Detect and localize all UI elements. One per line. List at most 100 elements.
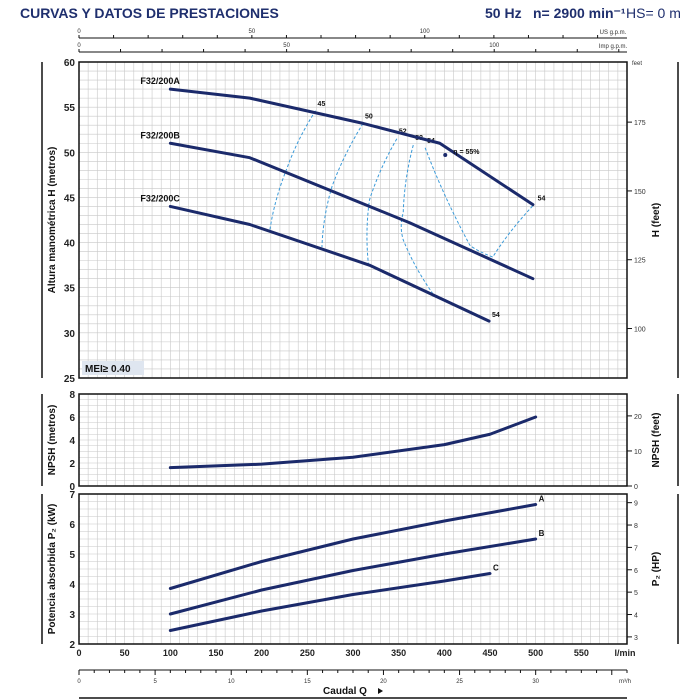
y-tick-label: 25: [64, 374, 76, 385]
curve-f32-200c: [168, 204, 491, 323]
plot-frame: [78, 493, 628, 645]
y-axis-title-right: H (feet): [651, 203, 662, 237]
y-tick-label: 50: [64, 148, 76, 159]
right-tick-label: 7: [634, 545, 638, 552]
y-axis-title: NPSH (metros): [47, 405, 58, 476]
gpm-tick-label: 100: [489, 43, 500, 49]
page-title: CURVAS Y DATOS DE PRESTACIONES: [20, 5, 279, 21]
curve-npsh: [168, 415, 538, 470]
right-tick-label: 20: [634, 414, 642, 421]
right-tick-label: 5: [634, 590, 638, 597]
gpm-tick-label: 100: [420, 29, 431, 35]
curve-label: F32/200B: [140, 130, 180, 140]
plot-frame: [78, 393, 628, 487]
x-tick-label: 400: [437, 648, 452, 658]
right-tick-label: 3: [634, 635, 638, 642]
x-tick-label: 250: [300, 648, 315, 658]
x-tick-label: 50: [120, 648, 130, 658]
right-tick-label: 6: [634, 568, 638, 575]
right-tick-label: 4: [634, 613, 638, 620]
x-tick-label: 200: [254, 648, 269, 658]
efficiency-line: [366, 138, 398, 266]
y-tick-label: 6: [69, 413, 75, 424]
y-axis-title-right: NPSH (feet): [651, 412, 662, 467]
m3h-tick-label: 15: [304, 679, 311, 685]
curve-b: [168, 537, 538, 616]
right-tick-label: 9: [634, 501, 638, 508]
y-tick-label: 3: [69, 610, 75, 621]
gpm-tick-label: 0: [77, 29, 81, 35]
arrow-right-icon: [378, 688, 383, 694]
efficiency-label: 50: [365, 113, 373, 120]
best-efficiency-label: η = 55%: [453, 149, 480, 156]
y-tick-label: 8: [69, 390, 75, 401]
gpm-unit-label: US g.p.m.: [600, 30, 627, 36]
x-tick-label: 550: [574, 648, 589, 658]
gpm-tick-label: 0: [77, 43, 81, 49]
y-tick-label: 45: [64, 193, 76, 204]
y-tick-label: 30: [64, 329, 76, 340]
x-tick-label: 300: [345, 648, 360, 658]
efficiency-end-label: 54: [538, 196, 546, 203]
m3h-unit-label: m³/h: [619, 679, 631, 685]
frequency-label: 50 Hz: [485, 5, 522, 21]
speed-label: n= 2900 min⁻¹: [533, 5, 626, 21]
right-tick-label: 10: [634, 449, 642, 456]
x-tick-label: 350: [391, 648, 406, 658]
mei-badge-bg: [82, 361, 144, 375]
m3h-tick-label: 5: [153, 679, 157, 685]
y-tick-label: 4: [69, 436, 75, 447]
y-tick-label: 5: [69, 550, 75, 561]
y-axis-title: Potencia absorbida P₂ (kW): [47, 504, 58, 635]
hs-label: HS= 0 m: [626, 5, 681, 21]
y-axis-title-right: P₂ (HP): [651, 552, 662, 586]
efficiency-label: 45: [318, 101, 326, 108]
curve-c: [168, 572, 492, 632]
m3h-tick-label: 0: [77, 679, 81, 685]
gpm-tick-label: 50: [283, 43, 290, 49]
x-tick-label: 450: [482, 648, 497, 658]
y-tick-label: 2: [69, 459, 75, 470]
m3h-tick-label: 25: [456, 679, 463, 685]
m3h-tick-label: 20: [380, 679, 387, 685]
y-tick-label: 7: [69, 490, 75, 501]
y-tick-label: 4: [69, 580, 75, 591]
m3h-tick-label: 30: [532, 679, 539, 685]
best-efficiency-point: [443, 152, 448, 157]
right-tick-label: 100: [634, 327, 646, 334]
curve-f32-200a: [168, 87, 535, 207]
x-tick-label: 0: [76, 648, 81, 658]
y-tick-label: 60: [64, 58, 76, 69]
m3h-tick-label: 10: [228, 679, 235, 685]
curve-label: F32/200A: [140, 76, 180, 86]
efficiency-line: [269, 110, 316, 231]
efficiency-line: [424, 147, 535, 258]
feet-unit-label: feet: [632, 61, 642, 67]
x-tick-label: 150: [208, 648, 223, 658]
curve-label: B: [539, 529, 545, 538]
y-axis-title: Altura manométrica H (metros): [47, 147, 58, 294]
curve-label: C: [493, 564, 499, 573]
right-tick-label: 175: [634, 120, 646, 127]
efficiency-line: [321, 123, 364, 248]
right-tick-label: 150: [634, 189, 646, 196]
right-tick-label: 8: [634, 523, 638, 530]
curve-label: A: [539, 495, 545, 504]
plot-frame: [78, 61, 628, 379]
x-tick-label: 500: [528, 648, 543, 658]
x-unit-label: l/min: [614, 648, 635, 658]
efficiency-end-label: 54: [492, 312, 500, 319]
y-tick-label: 40: [64, 239, 76, 250]
y-tick-label: 6: [69, 520, 75, 531]
right-tick-label: 0: [634, 484, 638, 491]
x-tick-label: 100: [163, 648, 178, 658]
right-tick-label: 125: [634, 258, 646, 265]
mei-badge: MEI≥ 0.40: [85, 364, 131, 375]
gpm-unit-label: Imp g.p.m.: [599, 44, 628, 50]
efficiency-line: [400, 144, 433, 294]
x-axis-title: Caudal Q: [323, 686, 367, 697]
curve-label: F32/200C: [140, 193, 180, 203]
y-tick-label: 0: [69, 482, 75, 493]
